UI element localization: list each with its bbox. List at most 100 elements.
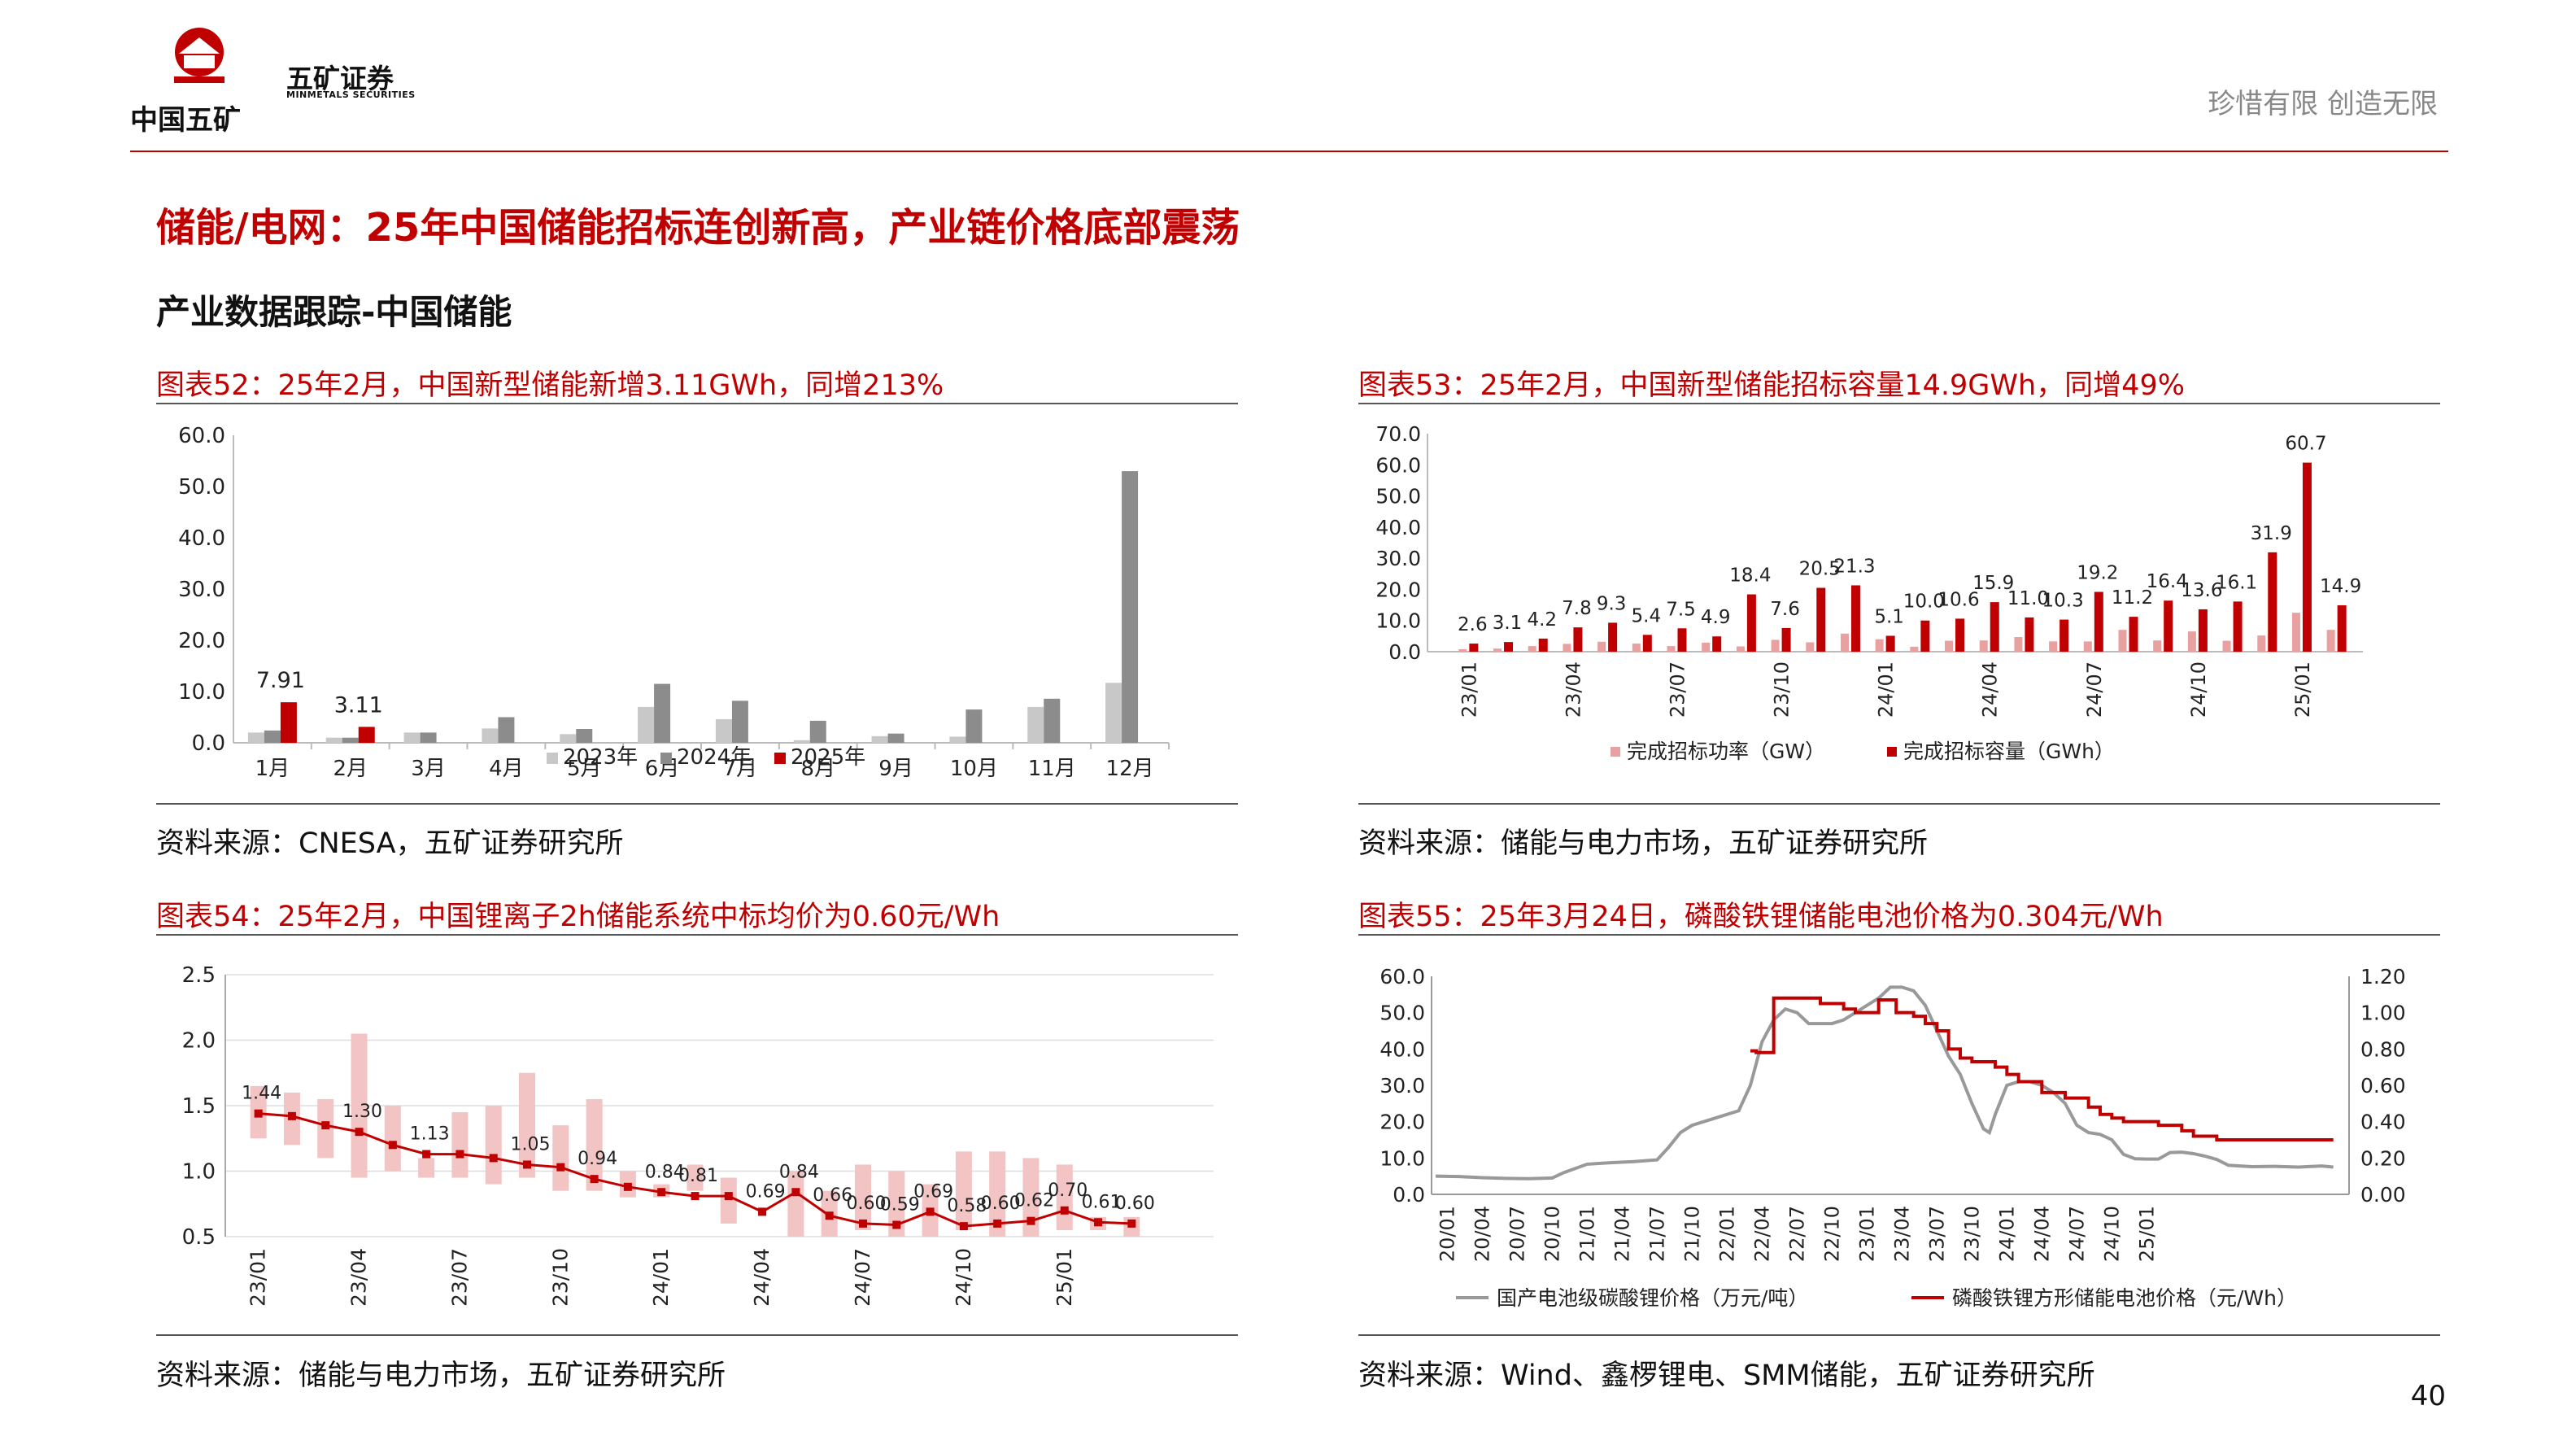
bar-2024年 <box>420 732 437 743</box>
price-marker <box>758 1207 767 1216</box>
range-bar <box>418 1158 435 1178</box>
range-bar <box>787 1171 804 1237</box>
bar-capacity <box>1955 618 1965 652</box>
bar-capacity <box>2164 600 2173 652</box>
x-tick-label: 23/01 <box>1458 661 1480 718</box>
data-label: 0.62 <box>1014 1191 1054 1211</box>
data-label: 7.5 <box>1666 599 1696 620</box>
bar-power <box>2187 631 2196 652</box>
data-label: 20.5 <box>1799 559 1841 580</box>
data-label: 16.1 <box>2216 572 2257 593</box>
bar-power <box>1875 639 1884 652</box>
chart55-source: 资料来源：Wind、鑫椤锂电、SMM储能，五矿证券研究所 <box>1358 1360 2095 1392</box>
bar-capacity <box>1608 622 1618 652</box>
bar-capacity <box>1746 594 1756 652</box>
price-marker <box>623 1182 632 1191</box>
data-label: 7.91 <box>256 668 305 693</box>
price-marker <box>1094 1218 1103 1227</box>
y-right-tick-label: 1.20 <box>2360 965 2406 989</box>
price-marker <box>657 1188 666 1197</box>
x-tick-label: 2月 <box>333 757 368 781</box>
chart55-top-rule <box>1358 934 2440 936</box>
chart54-top-rule <box>156 934 1238 936</box>
x-tick-label: 21/07 <box>1645 1206 1668 1262</box>
x-tick-label: 23/07 <box>447 1248 471 1307</box>
range-bar <box>854 1164 871 1230</box>
x-tick-label: 22/10 <box>1820 1206 1843 1262</box>
price-marker <box>489 1154 498 1163</box>
bar-capacity <box>1781 627 1791 652</box>
y-tick-label: 40.0 <box>1375 516 1421 539</box>
x-tick-label: 23/07 <box>1925 1206 1948 1262</box>
x-tick-label: 22/04 <box>1750 1206 1773 1262</box>
y-tick-label: 30.0 <box>178 578 225 602</box>
legend-swatch <box>660 753 672 764</box>
x-tick-label: 24/10 <box>2100 1206 2123 1262</box>
bar-capacity <box>1677 628 1687 652</box>
legend-swatch <box>774 753 786 764</box>
bar-power <box>1528 646 1536 652</box>
legend-label: 2025年 <box>791 745 865 770</box>
y-tick-label: 1.5 <box>182 1094 216 1119</box>
data-label: 3.1 <box>1493 613 1523 634</box>
x-tick-label: 11月 <box>1028 757 1076 781</box>
slogan: 珍惜有限 创造无限 <box>2208 88 2438 120</box>
bar-power <box>1597 641 1606 652</box>
bar-power <box>2222 640 2231 652</box>
bar-power <box>2118 630 2127 652</box>
y-tick-label: 0.0 <box>192 731 225 756</box>
y-tick-label: 2.0 <box>182 1029 216 1054</box>
bar-power <box>1945 640 1954 652</box>
bar-capacity <box>1920 620 1930 652</box>
x-tick-label: 25/01 <box>2291 661 2314 718</box>
bar-capacity <box>2094 591 2103 652</box>
bar-2023年 <box>793 740 810 743</box>
bar-power <box>2153 640 2162 652</box>
chart54-title: 图表54：25年2月，中国锂离子2h储能系统中标均价为0.60元/Wh <box>156 901 1000 933</box>
bar-2025年 <box>358 727 375 743</box>
bar-capacity <box>2059 619 2069 652</box>
bar-power <box>1979 640 1988 652</box>
y-tick-label: 40.0 <box>178 526 225 551</box>
page-number: 40 <box>2410 1380 2446 1412</box>
bar-2023年 <box>1105 683 1122 743</box>
bar-capacity <box>1816 587 1826 652</box>
chart54-source: 资料来源：储能与电力市场，五矿证券研究所 <box>156 1360 726 1392</box>
minmetals-logo-icon <box>174 28 224 83</box>
price-marker <box>455 1150 464 1159</box>
bar-power <box>1493 648 1502 652</box>
bar-2024年 <box>264 730 281 743</box>
data-label: 7.6 <box>1770 599 1800 620</box>
y-tick-label: 0.5 <box>182 1225 216 1250</box>
chart54-range-line-chart: 0.51.01.52.02.51.441.301.131.050.940.840… <box>182 963 1214 1307</box>
range-bar <box>888 1171 905 1237</box>
price-marker <box>1060 1206 1069 1215</box>
x-tick-label: 24/10 <box>2187 661 2210 718</box>
price-marker <box>791 1188 800 1197</box>
x-tick-label: 24/01 <box>649 1248 673 1307</box>
price-marker <box>959 1222 968 1231</box>
x-tick-label: 23/10 <box>548 1248 572 1307</box>
price-marker <box>321 1121 330 1130</box>
chart52-source: 资料来源：CNESA，五矿证券研究所 <box>156 827 624 860</box>
bar-power <box>1563 644 1571 652</box>
bar-2024年 <box>1044 698 1061 743</box>
data-label: 60.7 <box>2285 434 2326 455</box>
y-right-tick-label: 0.80 <box>2360 1037 2406 1061</box>
company-logo-text: 中国五矿 <box>130 104 241 137</box>
data-label: 5.1 <box>1874 606 1904 627</box>
bar-capacity <box>1504 642 1514 652</box>
x-tick-label: 23/07 <box>1667 661 1689 718</box>
range-bar <box>519 1072 536 1178</box>
data-label: 21.3 <box>1833 556 1875 577</box>
x-tick-label: 25/01 <box>1053 1248 1076 1307</box>
price-marker <box>422 1150 431 1159</box>
bar-power <box>1736 646 1745 652</box>
data-label: 5.4 <box>1632 605 1662 626</box>
range-bar <box>686 1164 704 1191</box>
data-label: 0.69 <box>913 1181 953 1202</box>
bar-2024年 <box>887 733 904 743</box>
x-tick-label: 22/07 <box>1785 1206 1808 1262</box>
chart53-title: 图表53：25年2月，中国新型储能招标容量14.9GWh，同增49% <box>1358 369 2185 402</box>
bar-2023年 <box>715 719 732 743</box>
